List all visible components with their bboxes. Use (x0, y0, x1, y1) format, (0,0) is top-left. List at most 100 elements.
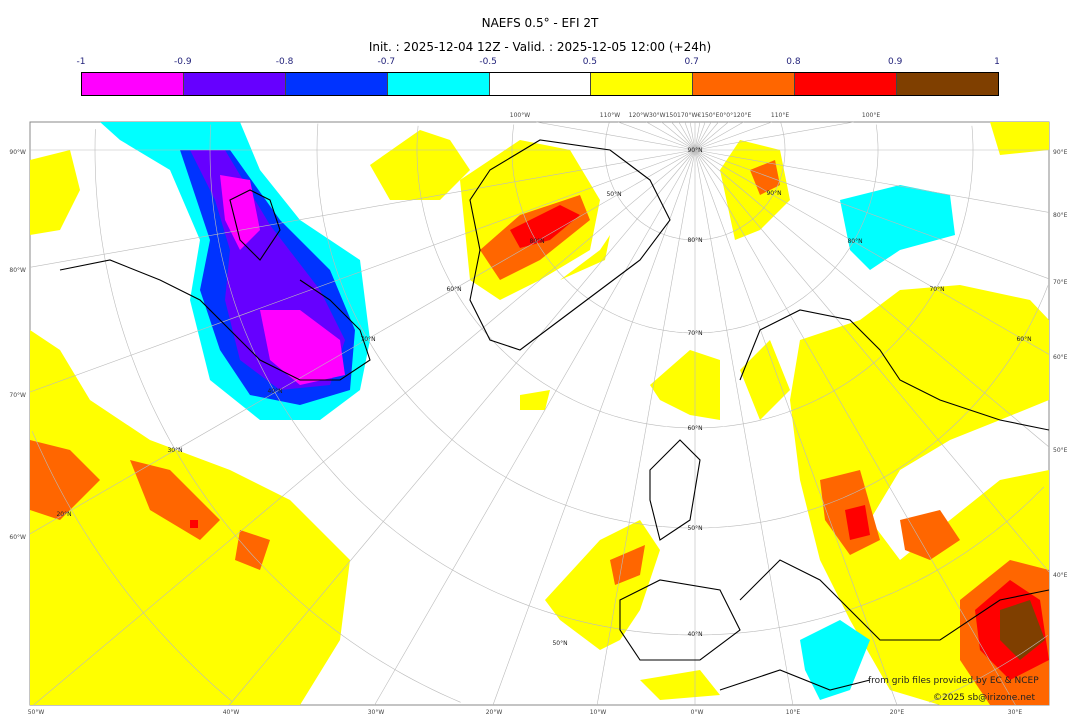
colorbar-tick: -0.8 (275, 57, 294, 67)
latitude-circle (209, 124, 1045, 636)
colorbar-tick: -0.7 (377, 57, 396, 67)
left-axis-label: 90°W (9, 149, 26, 156)
anomaly-fields (30, 122, 1049, 705)
meridian-line (646, 121, 696, 151)
latitude-label: 50°N (552, 640, 567, 647)
colorbar-swatch (489, 73, 592, 95)
meridian-line (694, 121, 729, 151)
bottom-axis-label: 20°E (890, 709, 905, 716)
bottom-axis-label: 30°E (1008, 709, 1023, 716)
latitude-circle (31, 431, 233, 702)
meridian-line (492, 149, 696, 706)
meridian-line (29, 149, 696, 393)
latitude-circle (875, 124, 879, 150)
colorbar-swatch (591, 73, 694, 95)
left-axis-label: 80°W (9, 267, 26, 274)
colorbar-tick: 0.9 (888, 57, 903, 67)
colorbar-tick: -0.5 (479, 57, 497, 67)
meridian-line (678, 121, 696, 151)
meridian-line (29, 149, 696, 268)
meridian-line (694, 149, 1050, 448)
bottom-axis-label: 10°W (590, 709, 607, 716)
colorbar-tick: 0.7 (684, 57, 699, 67)
graticule (29, 121, 1050, 706)
latitude-circle (971, 125, 974, 150)
colorbar-swatch (795, 73, 898, 95)
colorbar-tick: 0.8 (786, 57, 801, 67)
colorbar-tick: -1 (76, 57, 86, 67)
meridian-line (694, 149, 1050, 280)
latitude-circle (316, 123, 1049, 529)
top-axis-label: 120°W30°W150170°W€150°E0°0°120°E (629, 112, 752, 119)
latitude-label: 80°N (847, 238, 862, 245)
axis-labels: 50°W 40°W 30°W 20°W 10°W 0°W 10°E 20°E 30°E 90°W 8… (9, 112, 1067, 716)
meridian-line (694, 121, 854, 151)
latitude-label: 50°N (687, 525, 702, 532)
meridian-line (689, 121, 696, 151)
source-credit: from grib files provided by EC & NCEP (868, 676, 1039, 686)
bottom-axis-label: 20°W (486, 709, 503, 716)
top-axis-label: 110°W (600, 112, 620, 119)
meridian-line (694, 121, 719, 151)
latitude-label: 40°N (687, 631, 702, 638)
copyright: ©2025 sb@irizone.net (933, 693, 1035, 703)
map-title: NAEFS 0.5° - EFI 2T (481, 16, 599, 30)
latitude-circle (416, 125, 974, 429)
colorbar-tick: 1 (994, 57, 1000, 67)
latitude-label: 80°N (687, 237, 702, 244)
bottom-axis-label: 40°W (223, 709, 240, 716)
latitude-label: 60°N (1016, 336, 1031, 343)
right-axis-label: 60°E (1053, 354, 1068, 361)
meridian-line (694, 149, 1050, 573)
meridian-line (694, 149, 898, 706)
latitude-label: 50°N (606, 191, 621, 198)
latitude-circle (929, 635, 1048, 703)
top-axis-label: 110°E (771, 112, 789, 119)
latitude-circle (511, 124, 879, 334)
meridian-line (694, 121, 744, 151)
meridian-line (536, 121, 696, 151)
colorbar-swatch (285, 73, 388, 95)
right-axis-label: 80°E (1053, 212, 1068, 219)
latitude-label: 60°N (687, 425, 702, 432)
meridian-line (229, 149, 696, 706)
right-axis-label: 50°E (1053, 447, 1068, 454)
latitude-label: 90°N (766, 190, 781, 197)
meridian-line (29, 149, 696, 535)
meridian-line (694, 149, 1016, 706)
map-subtitle: Init. : 2025-12-04 12Z - Valid. : 2025-1… (368, 40, 712, 54)
top-axis-label: 100°W (510, 112, 530, 119)
latitude-label: 80°N (529, 238, 544, 245)
colorbar-swatch (183, 73, 286, 95)
meridian-line (661, 121, 696, 151)
coastlines (59, 139, 1049, 691)
colorbar (81, 72, 999, 96)
meridian-line (694, 121, 706, 151)
colorbar-swatch (387, 73, 490, 95)
colorbar-tick: 0.5 (582, 57, 598, 67)
meridian-line (694, 121, 701, 151)
left-axis-label: 60°W (9, 534, 26, 541)
latitude-labels: 90°N 80°N 70°N 60°N 50°N 40°N 30°N 20°N 80°N 70°N… (56, 147, 1031, 647)
latitude-label: 30°N (167, 447, 182, 454)
right-axis-label: 90°E (1053, 149, 1068, 156)
meridian-line (684, 121, 696, 151)
latitude-label: 60°N (446, 286, 461, 293)
colorbar-swatch (897, 73, 999, 95)
latitude-label: 90°N (687, 147, 702, 154)
latitude-label: 20°N (56, 511, 71, 518)
colorbar-swatch (82, 73, 184, 95)
meridian-line (694, 149, 1050, 355)
top-axis-label: 100°E (862, 112, 880, 119)
bottom-axis-label: 0°W (691, 709, 704, 716)
colorbar-tick: -0.9 (173, 57, 192, 67)
latitude-circle (604, 122, 786, 241)
bottom-axis-label: 50°W (28, 709, 45, 716)
latitude-label: 70°N (360, 336, 375, 343)
right-axis-label: 40°E (1053, 572, 1068, 579)
meridian-line (617, 121, 696, 151)
bottom-axis-label: 10°E (786, 709, 801, 716)
latitude-circle (780, 122, 786, 150)
meridian-line (694, 121, 712, 151)
